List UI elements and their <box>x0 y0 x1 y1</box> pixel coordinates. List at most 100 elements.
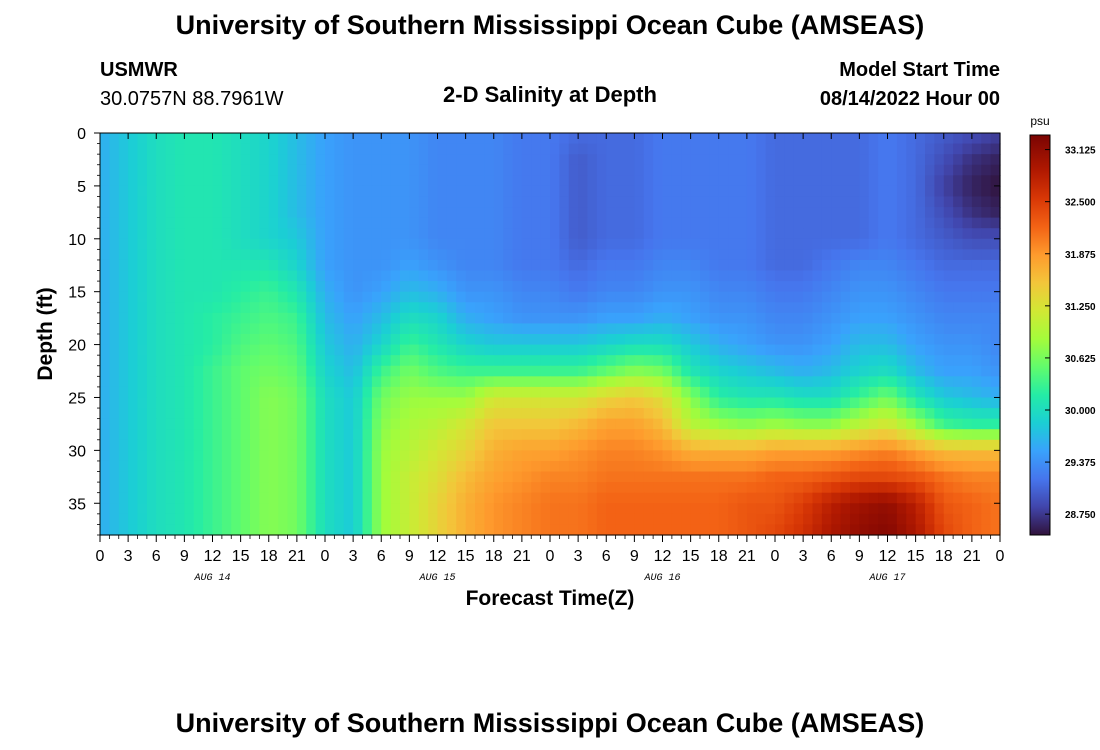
heatmap-cell <box>268 460 279 473</box>
heatmap-cell <box>540 503 551 515</box>
heatmap-cell <box>784 524 795 536</box>
heatmap-cell <box>971 365 982 377</box>
heatmap-cell <box>718 133 729 145</box>
heatmap-cell <box>193 524 204 536</box>
heatmap-cell <box>362 334 373 346</box>
heatmap-cell <box>662 185 673 198</box>
heatmap-cell <box>231 503 242 515</box>
heatmap-cell <box>118 439 129 451</box>
heatmap-cell <box>812 344 823 356</box>
heatmap-cell <box>503 397 514 409</box>
heatmap-cell <box>353 355 364 367</box>
heatmap-cell <box>146 196 157 208</box>
heatmap-cell <box>493 344 504 356</box>
heatmap-cell <box>634 513 645 526</box>
heatmap-cell <box>746 524 757 536</box>
heatmap-cell <box>878 249 889 261</box>
heatmap-cell <box>812 302 823 314</box>
heatmap-cell <box>643 418 654 430</box>
heatmap-cell <box>925 386 935 399</box>
heatmap-cell <box>775 408 785 420</box>
heatmap-cell <box>634 133 645 145</box>
heatmap-cell <box>934 312 945 325</box>
heatmap-cell <box>953 291 964 303</box>
heatmap-cell <box>625 503 635 515</box>
heatmap-cell <box>831 238 842 250</box>
heatmap-cell <box>587 228 598 240</box>
heatmap-cell <box>343 249 354 261</box>
heatmap-cell <box>371 175 382 187</box>
heatmap-cell <box>371 143 382 155</box>
heatmap-cell <box>184 471 195 483</box>
heatmap-cell <box>287 259 298 272</box>
heatmap-cell <box>381 217 392 229</box>
heatmap-cell <box>400 185 410 198</box>
heatmap-cell <box>428 365 439 377</box>
heatmap-cell <box>400 312 410 325</box>
heatmap-cell <box>859 365 870 377</box>
heatmap-cell <box>390 164 401 176</box>
heatmap-cell <box>859 291 870 303</box>
heatmap-cell <box>362 259 373 272</box>
heatmap-cell <box>737 450 748 462</box>
heatmap-cell <box>587 524 598 536</box>
heatmap-cell <box>465 217 476 229</box>
heatmap-cell <box>315 482 326 494</box>
heatmap-cell <box>456 281 467 293</box>
heatmap-cell <box>765 513 776 526</box>
heatmap-cell <box>240 238 251 250</box>
heatmap-cell <box>531 270 542 282</box>
heatmap-cell <box>990 376 1001 388</box>
heatmap-cell <box>756 429 767 441</box>
heatmap-cell <box>296 312 307 325</box>
heatmap-cell <box>756 302 767 314</box>
heatmap-cell <box>353 302 364 314</box>
heatmap-cell <box>512 355 523 367</box>
heatmap-cell <box>475 154 485 166</box>
heatmap-cell <box>296 492 307 504</box>
heatmap-cell <box>334 238 345 250</box>
heatmap-cell <box>287 460 298 473</box>
heatmap-cell <box>100 312 110 325</box>
heatmap-cell <box>756 450 767 462</box>
heatmap-cell <box>775 164 785 176</box>
heatmap-cell <box>971 429 982 441</box>
heatmap-cell <box>812 281 823 293</box>
heatmap-cell <box>503 228 514 240</box>
heatmap-cell <box>381 460 392 473</box>
heatmap-cell <box>662 196 673 208</box>
heatmap-cell <box>278 376 289 388</box>
heatmap-cell <box>990 503 1001 515</box>
heatmap-cell <box>240 143 251 155</box>
heatmap-cell <box>896 439 907 451</box>
heatmap-cell <box>156 323 167 335</box>
heatmap-cell <box>428 355 439 367</box>
heatmap-cell <box>896 513 907 526</box>
heatmap-cell <box>662 302 673 314</box>
heatmap-cell <box>859 249 870 261</box>
heatmap-cell <box>325 228 335 240</box>
date-label: AUG 16 <box>643 573 680 584</box>
heatmap-cell <box>231 312 242 325</box>
heatmap-cell <box>868 175 879 187</box>
heatmap-cell <box>784 460 795 473</box>
heatmap-cell <box>521 312 532 325</box>
heatmap-cell <box>906 281 917 293</box>
heatmap-cell <box>587 376 598 388</box>
heatmap-cell <box>446 228 457 240</box>
heatmap-cell <box>521 524 532 536</box>
heatmap-cell <box>634 259 645 272</box>
heatmap-cell <box>137 207 148 219</box>
heatmap-cell <box>681 524 692 536</box>
heatmap-cell <box>278 175 289 187</box>
heatmap-cell <box>925 471 935 483</box>
heatmap-cell <box>878 471 889 483</box>
heatmap-cell <box>606 259 617 272</box>
heatmap-cell <box>212 439 223 451</box>
heatmap-cell <box>559 270 570 282</box>
heatmap-cell <box>765 397 776 409</box>
heatmap-cell <box>971 376 982 388</box>
heatmap-cell <box>953 386 964 399</box>
heatmap-cell <box>559 376 570 388</box>
heatmap-cell <box>878 492 889 504</box>
